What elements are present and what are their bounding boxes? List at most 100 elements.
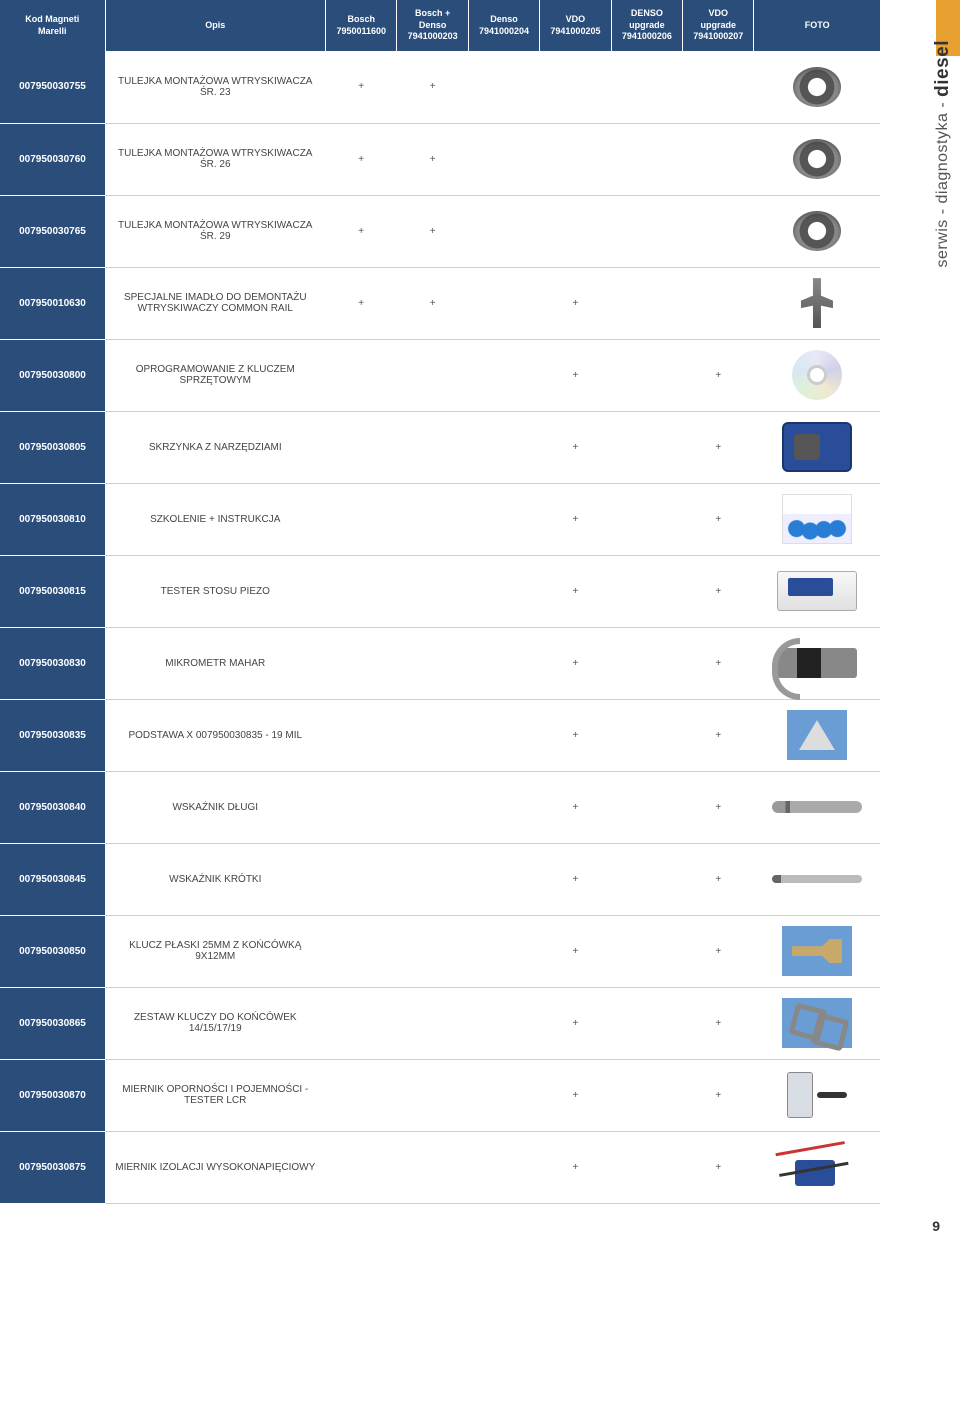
cell-c4: + bbox=[540, 267, 611, 339]
foto-box bbox=[758, 849, 876, 909]
cell-c6: + bbox=[683, 987, 754, 1059]
cell-desc: WSKAŹNIK DŁUGI bbox=[105, 771, 326, 843]
cell-c4 bbox=[540, 51, 611, 123]
foto-box bbox=[758, 273, 876, 333]
foto-box bbox=[758, 345, 876, 405]
rod-short-icon bbox=[772, 875, 862, 883]
table-row: 007950030760TULEJKA MONTAŻOWA WTRYSKIWAC… bbox=[0, 123, 880, 195]
table-row: 007950030865ZESTAW KLUCZY DO KOŃCÓWEK 14… bbox=[0, 987, 880, 1059]
cell-desc: TULEJKA MONTAŻOWA WTRYSKIWACZA ŚR. 23 bbox=[105, 51, 326, 123]
training-icon bbox=[782, 494, 852, 544]
foto-box bbox=[758, 201, 876, 261]
cell-code: 007950030810 bbox=[0, 483, 105, 555]
table-row: 007950030845WSKAŹNIK KRÓTKI++ bbox=[0, 843, 880, 915]
cell-c3 bbox=[468, 411, 539, 483]
cell-desc: TESTER STOSU PIEZO bbox=[105, 555, 326, 627]
table-row: 007950030835PODSTAWA X 007950030835 - 19… bbox=[0, 699, 880, 771]
cell-code: 007950030840 bbox=[0, 771, 105, 843]
cell-c2 bbox=[397, 483, 468, 555]
cell-c6: + bbox=[683, 483, 754, 555]
page: serwis - diagnostyka - diesel Kod Magnet… bbox=[0, 0, 960, 1244]
cell-c1: + bbox=[326, 195, 397, 267]
cell-c3 bbox=[468, 771, 539, 843]
cell-desc: MIKROMETR MAHAR bbox=[105, 627, 326, 699]
cell-c5 bbox=[611, 51, 682, 123]
cell-c3 bbox=[468, 51, 539, 123]
cell-c2: + bbox=[397, 123, 468, 195]
cell-c2 bbox=[397, 1131, 468, 1203]
cell-desc: SPECJALNE IMADŁO DO DEMONTAŻU WTRYSKIWAC… bbox=[105, 267, 326, 339]
cell-desc: TULEJKA MONTAŻOWA WTRYSKIWACZA ŚR. 29 bbox=[105, 195, 326, 267]
cell-c3 bbox=[468, 339, 539, 411]
cell-foto bbox=[754, 915, 880, 987]
cell-c2: + bbox=[397, 51, 468, 123]
cell-foto bbox=[754, 699, 880, 771]
table-row: 007950030805SKRZYNKA Z NARZĘDZIAMI++ bbox=[0, 411, 880, 483]
cell-c4 bbox=[540, 123, 611, 195]
cell-c5 bbox=[611, 1131, 682, 1203]
table-row: 007950030830MIKROMETR MAHAR++ bbox=[0, 627, 880, 699]
th-c3: Denso7941000204 bbox=[468, 0, 539, 51]
cell-code: 007950030800 bbox=[0, 339, 105, 411]
cell-desc: ZESTAW KLUCZY DO KOŃCÓWEK 14/15/17/19 bbox=[105, 987, 326, 1059]
cell-c4: + bbox=[540, 555, 611, 627]
cell-c6 bbox=[683, 267, 754, 339]
cell-c1 bbox=[326, 1131, 397, 1203]
table-row: 007950030840WSKAŹNIK DŁUGI++ bbox=[0, 771, 880, 843]
foto-box bbox=[758, 705, 876, 765]
cell-desc: TULEJKA MONTAŻOWA WTRYSKIWACZA ŚR. 26 bbox=[105, 123, 326, 195]
cell-c3 bbox=[468, 555, 539, 627]
cell-c2: + bbox=[397, 195, 468, 267]
cell-c4: + bbox=[540, 1059, 611, 1131]
cell-foto bbox=[754, 195, 880, 267]
cell-desc: SKRZYNKA Z NARZĘDZIAMI bbox=[105, 411, 326, 483]
cell-code: 007950030835 bbox=[0, 699, 105, 771]
cell-c1 bbox=[326, 555, 397, 627]
th-c6: VDOupgrade7941000207 bbox=[683, 0, 754, 51]
clamp-icon bbox=[797, 278, 837, 328]
wrench-icon bbox=[782, 926, 852, 976]
cell-c6: + bbox=[683, 915, 754, 987]
side-label-prefix: serwis - diagnostyka - bbox=[934, 97, 951, 268]
foto-box bbox=[758, 777, 876, 837]
table-row: 007950030755TULEJKA MONTAŻOWA WTRYSKIWAC… bbox=[0, 51, 880, 123]
cell-c2 bbox=[397, 555, 468, 627]
cell-c4: + bbox=[540, 1131, 611, 1203]
cell-code: 007950030830 bbox=[0, 627, 105, 699]
cell-c1: + bbox=[326, 267, 397, 339]
cell-c3 bbox=[468, 123, 539, 195]
side-label: serwis - diagnostyka - diesel bbox=[932, 40, 954, 268]
cell-desc: WSKAŹNIK KRÓTKI bbox=[105, 843, 326, 915]
cell-c1 bbox=[326, 771, 397, 843]
cell-c6: + bbox=[683, 555, 754, 627]
cell-foto bbox=[754, 411, 880, 483]
foto-box bbox=[758, 561, 876, 621]
cell-c5 bbox=[611, 195, 682, 267]
th-foto: FOTO bbox=[754, 0, 880, 51]
cell-c5 bbox=[611, 627, 682, 699]
cd-icon bbox=[792, 350, 842, 400]
cell-desc: MIERNIK OPORNOŚCI I POJEMNOŚCI - TESTER … bbox=[105, 1059, 326, 1131]
cell-c2 bbox=[397, 411, 468, 483]
cell-c2 bbox=[397, 339, 468, 411]
cell-foto bbox=[754, 267, 880, 339]
tester-icon bbox=[777, 571, 857, 611]
cell-c1 bbox=[326, 699, 397, 771]
cell-c2 bbox=[397, 771, 468, 843]
cell-c3 bbox=[468, 915, 539, 987]
foto-box bbox=[758, 921, 876, 981]
cell-c5 bbox=[611, 987, 682, 1059]
cell-code: 007950030870 bbox=[0, 1059, 105, 1131]
cell-c6: + bbox=[683, 1131, 754, 1203]
cell-c1 bbox=[326, 483, 397, 555]
rod-long-icon bbox=[772, 801, 862, 813]
cell-code: 007950030850 bbox=[0, 915, 105, 987]
cell-c5 bbox=[611, 411, 682, 483]
cell-c1 bbox=[326, 411, 397, 483]
cell-foto bbox=[754, 339, 880, 411]
cell-c5 bbox=[611, 483, 682, 555]
foto-box bbox=[758, 633, 876, 693]
cell-c4: + bbox=[540, 411, 611, 483]
cell-c4 bbox=[540, 195, 611, 267]
cell-c6 bbox=[683, 123, 754, 195]
